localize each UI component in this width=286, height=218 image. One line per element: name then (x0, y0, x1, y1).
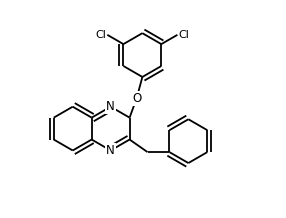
Text: N: N (106, 100, 115, 113)
Text: Cl: Cl (95, 30, 106, 40)
Text: N: N (106, 144, 115, 157)
Text: Cl: Cl (178, 30, 189, 40)
Text: O: O (132, 92, 141, 105)
